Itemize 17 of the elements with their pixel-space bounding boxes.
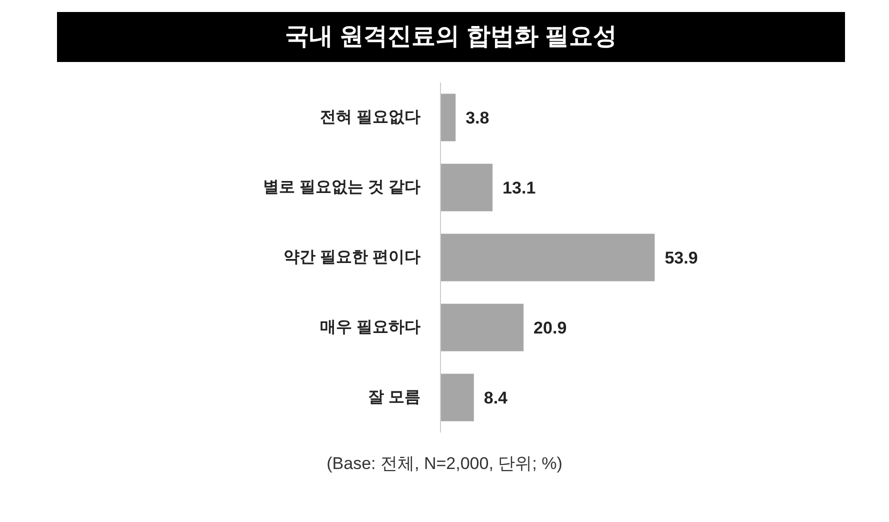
bar <box>440 304 524 352</box>
bar <box>440 374 474 422</box>
data-label: 3.8 <box>466 108 490 128</box>
text: (Base: 전체, N=2,000, 단위; %) <box>326 453 562 475</box>
y-tick-label: 별로 필요없는 것 같다 <box>263 179 421 196</box>
y-tick-label: 매우 필요하다 <box>320 319 421 336</box>
data-label: 13.1 <box>502 178 536 198</box>
data-label: 53.9 <box>664 248 698 268</box>
bar <box>440 94 456 142</box>
y-tick-label: 전혀 필요없다 <box>320 109 421 126</box>
data-label: 20.9 <box>534 318 567 338</box>
chart-title: 국내 원격진료의 합법화 필요성 <box>284 22 617 52</box>
y-tick-label: 잘 모름 <box>368 389 421 406</box>
bar <box>440 234 655 282</box>
bar <box>440 164 493 212</box>
data-label: 8.4 <box>484 388 508 408</box>
y-tick-label: 약간 필요한 편이다 <box>284 249 420 266</box>
